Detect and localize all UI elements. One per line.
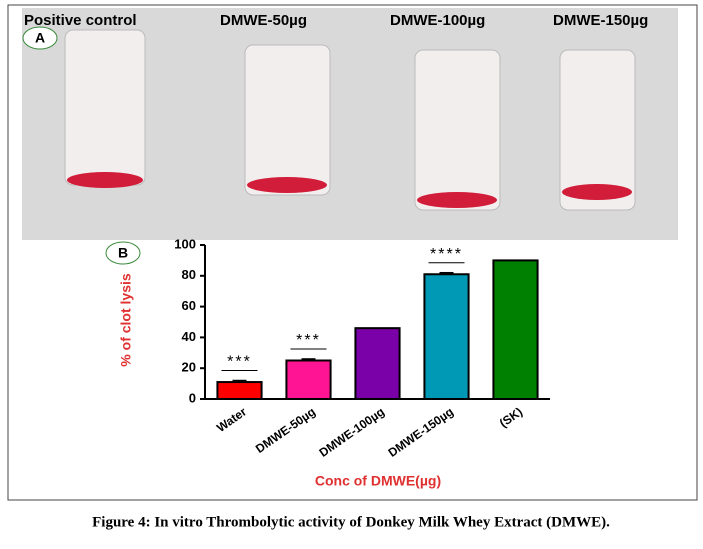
tube (559, 49, 636, 211)
y-tick-label: 80 (182, 267, 196, 282)
bar (216, 381, 263, 400)
tube (244, 44, 331, 196)
clot (417, 192, 497, 208)
significance-label: *** (227, 354, 252, 371)
tube-label: DMWE-100µg (390, 12, 485, 29)
panel-badge (105, 241, 141, 265)
clots (67, 172, 632, 208)
tube (414, 49, 501, 211)
bar (423, 273, 470, 401)
significance-label: **** (430, 246, 463, 263)
bar (285, 359, 332, 400)
y-axis-title: % of clot lysis (118, 273, 134, 367)
clot (562, 184, 632, 200)
tube-label: DMWE-50µg (220, 12, 307, 29)
tubes (64, 29, 636, 211)
panel-label: B (118, 245, 128, 261)
bar (354, 327, 401, 400)
y-tick-label: 100 (174, 236, 196, 251)
panel-label: A (35, 30, 45, 46)
tube-labels: Positive control DMWE-50µg DMWE-100µg DM… (24, 12, 648, 29)
panel-badge (22, 26, 58, 50)
tube-label: DMWE-150µg (553, 12, 648, 29)
significance-label: *** (296, 332, 321, 349)
tube-label: Positive control (24, 12, 137, 29)
clot (67, 172, 143, 188)
y-tick-label: 40 (182, 329, 196, 344)
caption: Figure 4: In vitro Thrombolytic activity… (92, 514, 610, 530)
y-tick-label: 60 (182, 298, 196, 313)
y-tick-label: 20 (182, 360, 196, 375)
tube (64, 29, 146, 186)
bar (492, 259, 539, 400)
y-tick-label: 0 (189, 390, 196, 405)
clot (247, 177, 327, 193)
x-axis-title: Conc of DMWE(µg) (315, 473, 441, 489)
